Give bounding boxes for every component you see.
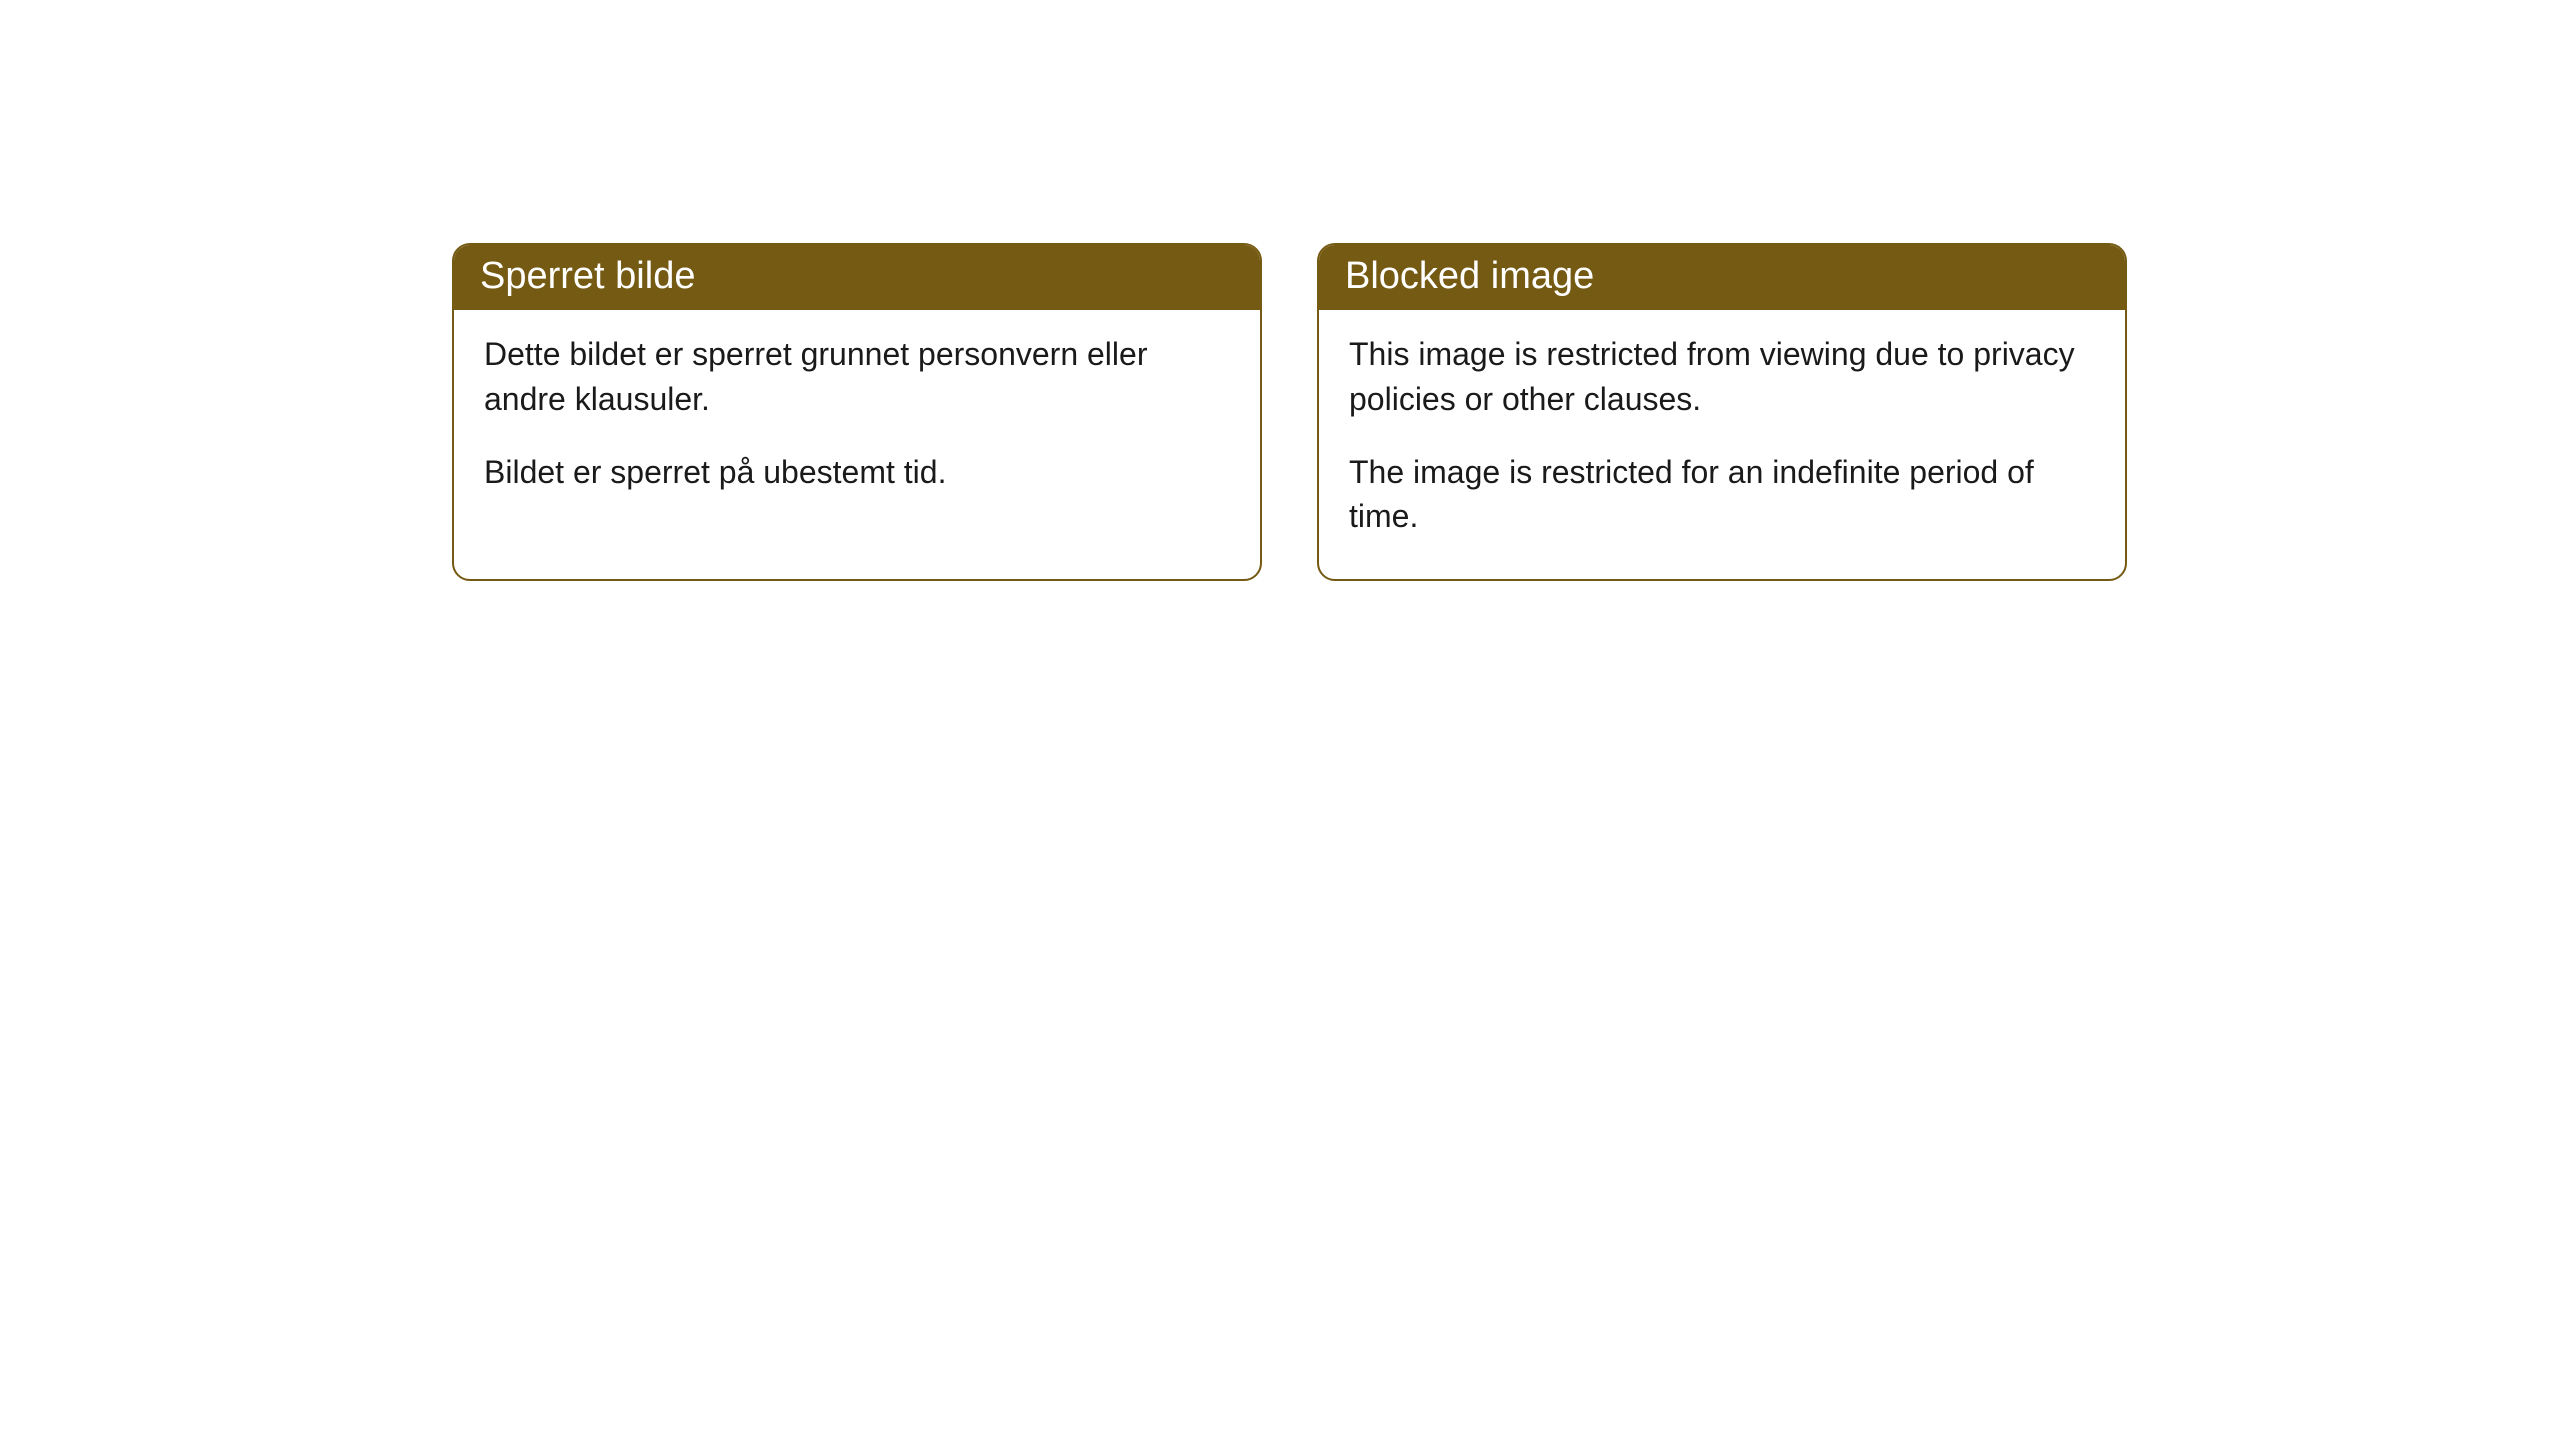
card-paragraph: The image is restricted for an indefinit…: [1349, 450, 2095, 540]
card-paragraph: This image is restricted from viewing du…: [1349, 332, 2095, 422]
card-header-english: Blocked image: [1319, 245, 2125, 310]
card-body-english: This image is restricted from viewing du…: [1319, 310, 2125, 579]
card-paragraph: Bildet er sperret på ubestemt tid.: [484, 450, 1230, 495]
card-paragraph: Dette bildet er sperret grunnet personve…: [484, 332, 1230, 422]
notice-card-norwegian: Sperret bilde Dette bildet er sperret gr…: [452, 243, 1262, 581]
card-header-norwegian: Sperret bilde: [454, 245, 1260, 310]
notice-card-english: Blocked image This image is restricted f…: [1317, 243, 2127, 581]
card-body-norwegian: Dette bildet er sperret grunnet personve…: [454, 310, 1260, 534]
notice-card-container: Sperret bilde Dette bildet er sperret gr…: [0, 0, 2560, 581]
